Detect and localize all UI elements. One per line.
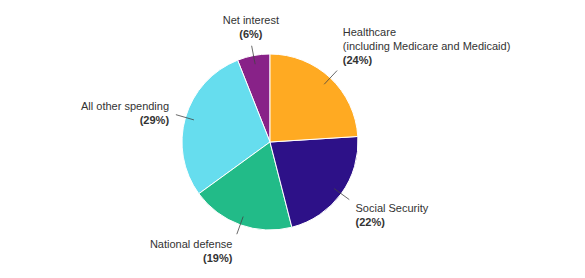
category-label-line: All other spending bbox=[81, 100, 169, 112]
slice-label: All other spending (29%) bbox=[81, 100, 169, 126]
value-label: (24%) bbox=[343, 54, 373, 66]
leader-line bbox=[252, 46, 256, 64]
category-label-line: Net interest bbox=[223, 14, 279, 26]
category-label: Social Security bbox=[356, 202, 429, 214]
category-label-line: National defense bbox=[150, 238, 233, 250]
category-label: Net interest bbox=[223, 14, 279, 26]
pie-slice bbox=[270, 54, 358, 142]
value-label: (19%) bbox=[203, 252, 233, 264]
category-label-line: (including Medicare and Medicaid) bbox=[343, 40, 511, 52]
slice-label: Healthcare (including Medicare and Medica… bbox=[343, 26, 511, 66]
slice-label: National defense (19%) bbox=[150, 238, 233, 264]
category-label: Healthcare (including Medicare and Medica… bbox=[343, 26, 511, 52]
value-label: (6%) bbox=[239, 28, 263, 40]
labels: Net interest (6%) All other spending (29%) N… bbox=[81, 14, 510, 264]
leader-line bbox=[324, 71, 337, 85]
value-label: (29%) bbox=[140, 114, 170, 126]
chart: Net interest (6%) All other spending (29%) N… bbox=[0, 0, 585, 278]
slice-label: Net interest (6%) bbox=[223, 14, 279, 40]
category-label: National defense bbox=[150, 238, 233, 250]
category-label-line: Healthcare bbox=[343, 26, 396, 38]
category-label: All other spending bbox=[81, 100, 169, 112]
slices bbox=[182, 54, 358, 230]
value-label: (22%) bbox=[356, 216, 386, 228]
leader-line bbox=[237, 217, 243, 235]
pie-slice bbox=[270, 136, 358, 227]
slice-label: Social Security (22%) bbox=[356, 202, 429, 228]
leader-line bbox=[334, 189, 349, 200]
leader-line bbox=[176, 115, 194, 120]
category-label-line: Social Security bbox=[356, 202, 429, 214]
chart-container: Net interest (6%) All other spending (29%) N… bbox=[0, 0, 585, 278]
